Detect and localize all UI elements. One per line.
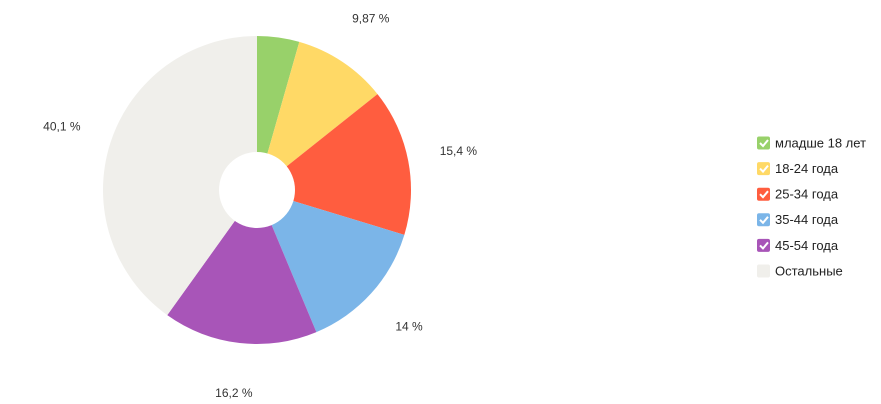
- legend-check: [759, 139, 769, 148]
- legend-check: [759, 190, 769, 199]
- value-label: 16,2 %: [215, 386, 253, 400]
- legend-label: 35-44 года: [775, 212, 839, 227]
- legend-label: младше 18 лет: [775, 135, 866, 150]
- value-label: 14 %: [395, 320, 423, 334]
- legend-check: [759, 164, 769, 174]
- legend-label: Остальные: [775, 263, 843, 278]
- value-label: 15,4 %: [440, 144, 478, 158]
- legend-check: [759, 216, 769, 225]
- legend-swatch: [757, 187, 770, 201]
- pie-slice: [257, 190, 405, 333]
- legend-item[interactable]: 35-44 года: [757, 212, 839, 227]
- legend-swatch: [757, 136, 770, 150]
- legend-item[interactable]: младше 18 лет: [757, 135, 866, 150]
- legend-label: 25-34 года: [775, 187, 839, 202]
- legend-swatch: [757, 213, 770, 227]
- pie-slice: [257, 36, 300, 190]
- value-label: 40,1 %: [43, 119, 81, 133]
- legend-item[interactable]: 18-24 года: [757, 161, 839, 176]
- legend-swatch: [757, 162, 770, 176]
- donut-hole: [219, 152, 295, 228]
- legend-swatch: [757, 264, 770, 278]
- value-label: 9,87 %: [352, 12, 390, 26]
- legend-item[interactable]: 25-34 года: [757, 187, 839, 202]
- pie-slice: [257, 41, 378, 191]
- legend-item[interactable]: 45-54 года: [757, 238, 839, 253]
- pie-slice: [102, 36, 257, 316]
- pie-slice: [257, 94, 411, 235]
- legend-item[interactable]: Остальные: [757, 263, 843, 278]
- pie-slice: [167, 190, 317, 344]
- legend-label: 18-24 года: [775, 161, 839, 176]
- legend-label: 45-54 года: [775, 238, 839, 253]
- legend-check: [759, 241, 769, 250]
- legend-swatch: [757, 238, 770, 252]
